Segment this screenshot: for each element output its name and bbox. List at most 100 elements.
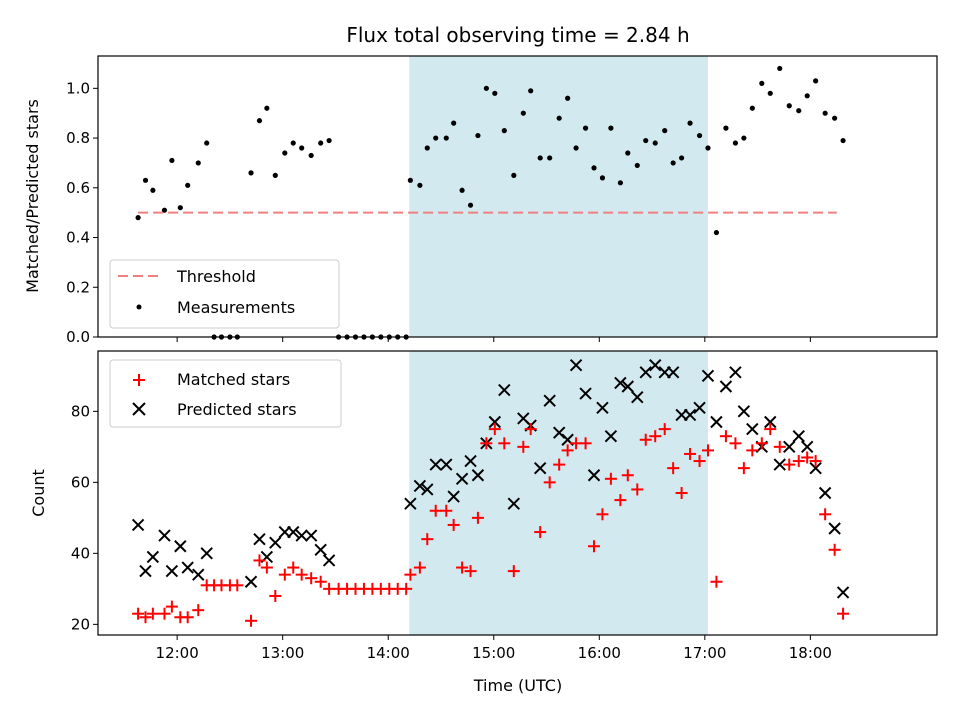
measurement-point [813,78,819,84]
predicted-star-point [314,543,327,557]
matched-star-point [658,423,671,436]
matched-star-point [524,423,537,436]
matched-star-point [553,458,566,471]
measurement-point [195,160,201,166]
predicted-star-point [773,458,786,471]
matched-star-point [269,589,282,602]
matched-star-point [498,437,511,450]
matched-star-point [561,444,574,457]
matched-star-point [649,430,662,443]
predicted-star-point [579,387,592,400]
matched-star-point [471,511,484,524]
matched-star-point [132,607,145,620]
predicted-star-point [783,440,796,454]
measurement-point [272,172,278,178]
measurement-point [696,132,703,139]
matched-star-point [139,611,152,624]
matched-star-point [579,437,592,450]
measurement-point [264,105,270,111]
measurement-point [520,110,526,116]
predicted-star-point [737,405,751,418]
measurement-point [443,135,449,141]
measurement-point [565,95,571,101]
measurement-point [185,182,191,188]
measurement-point [687,120,693,126]
predicted-star-point [429,458,442,471]
predicted-star-point [488,415,502,429]
predicted-star-point [683,408,697,422]
measurement-point [142,177,149,183]
measurement-point [777,65,783,72]
predicted-star-point [269,536,282,549]
predicted-star-point [569,358,583,372]
measurement-point [643,137,649,144]
predicted-star-point [729,366,742,379]
predicted-star-point [139,564,152,578]
predicted-star-point [533,461,547,475]
predicted-star-point [746,422,759,436]
measurement-point [723,125,729,131]
measurement-point [407,177,413,183]
matched-star-point [400,582,413,595]
predicted-star-point [818,486,832,500]
matched-star-point [783,458,796,471]
predicted-star-point [621,380,634,393]
bottom-shaded-region [409,351,708,635]
bottom-x-tick-label: 15:00 [472,644,515,662]
matched-star-point [746,444,759,457]
predicted-star-point [507,497,521,510]
measurement-point [767,90,773,96]
predicted-star-point [440,458,453,471]
measurement-point [150,187,156,193]
bottom-legend: Matched stars Predicted stars [109,359,342,428]
matched-star-point [146,607,159,620]
matched-star-point [828,543,841,556]
measurement-point [625,150,631,156]
predicted-star-point [836,586,850,599]
measurement-point [177,205,183,211]
measurement-point [591,165,597,171]
matched-star-point [639,433,652,446]
predicted-star-point [455,472,469,486]
top-y-axis-label: Matched/Predicted stars [23,99,42,293]
predicted-star-point [614,376,627,390]
top-y-tick-label: 0.2 [66,278,90,296]
matched-star-point [737,462,750,475]
matched-star-point [260,561,273,574]
matched-star-point [429,504,442,517]
bottom-y-ticks: 20 40 60 80 [71,402,98,633]
predicted-star-point [253,532,266,546]
predicted-star-point [471,469,485,482]
matched-star-point [588,540,601,553]
chart-title: Flux total observing time = 2.84 h [346,23,689,47]
matched-star-point [305,572,318,585]
matched-star-point [456,561,469,574]
matched-star-point [447,518,460,531]
measurement-point [840,137,846,144]
measurement-point [599,175,606,181]
measurement-point [732,140,739,146]
bottom-y-axis-label: Count [29,469,48,517]
top-shaded-region [409,56,708,337]
bottom-plot-frame [97,350,938,636]
matched-star-point [404,568,417,581]
legend-predicted-marker [132,402,146,416]
bottom-y-tick-label: 60 [71,473,90,491]
bottom-legend-box [109,359,342,428]
predicted-star-point [543,394,556,407]
predicted-star-point [421,483,434,496]
legend-matched-marker [133,374,145,386]
measurement-point [573,145,579,151]
measurement-point [492,90,498,96]
matched-star-point [819,508,832,521]
matched-star-point [165,600,178,613]
predicted-star-point [174,540,187,553]
measurement-point [424,145,430,151]
bottom-x-tick-label: 14:00 [367,644,410,662]
measurement-point [679,155,685,161]
measurement-point [511,172,517,178]
predicted-star-point [693,401,706,415]
measurement-point [467,202,474,208]
bottom-x-tick-label: 18:00 [789,644,832,662]
